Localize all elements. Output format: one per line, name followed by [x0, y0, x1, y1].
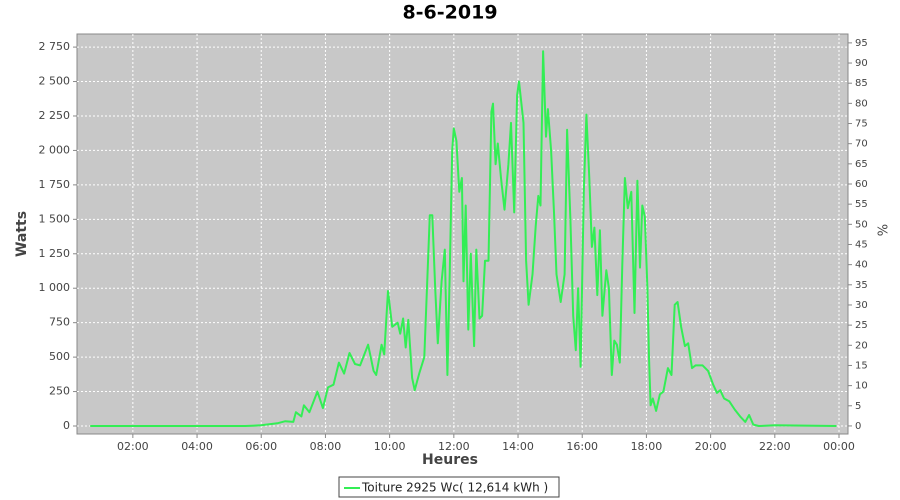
- y2-tick-label: 90: [855, 58, 868, 69]
- x-tick-label: 04:00: [181, 440, 213, 453]
- x-tick-label: 02:00: [117, 440, 149, 453]
- y2-tick-label: 10: [855, 381, 868, 392]
- y2-tick-label: 5: [855, 401, 861, 412]
- y2-tick-label: 0: [855, 421, 861, 432]
- y-tick-label: 1 500: [39, 212, 71, 225]
- y2-axis-label: %: [877, 224, 892, 236]
- y-tick-label: 2 000: [39, 143, 71, 156]
- y-tick-label: 1 000: [39, 281, 71, 294]
- y2-tick-label: 20: [855, 340, 868, 351]
- y2-tick-label: 60: [855, 179, 868, 190]
- x-tick-label: 18:00: [631, 440, 663, 453]
- y2-tick-label: 85: [855, 78, 868, 89]
- y2-tick-label: 35: [855, 280, 868, 291]
- y2-tick-label: 15: [855, 360, 868, 371]
- y2-tick-label: 25: [855, 320, 868, 331]
- x-tick-label: 22:00: [759, 440, 791, 453]
- legend: Toiture 2925 Wc( 12,614 kWh ): [338, 476, 560, 498]
- x-tick-label: 00:00: [823, 440, 855, 453]
- x-tick-label: 06:00: [245, 440, 277, 453]
- y-tick-label: 0: [63, 419, 70, 432]
- y2-tick-label: 70: [855, 139, 868, 150]
- y-tick-label: 250: [49, 385, 70, 398]
- legend-box: [338, 476, 560, 498]
- x-tick-label: 20:00: [695, 440, 727, 453]
- y-tick-label: 2 250: [39, 109, 71, 122]
- y2-tick-label: 80: [855, 98, 868, 109]
- chart-title: 8-6-2019: [402, 2, 497, 24]
- y-tick-label: 750: [49, 316, 70, 329]
- y-tick-label: 1 750: [39, 178, 71, 191]
- y2-tick-label: 45: [855, 239, 868, 250]
- y-tick-label: 1 250: [39, 247, 71, 260]
- y-tick-label: 500: [49, 350, 70, 363]
- x-tick-label: 12:00: [438, 440, 470, 453]
- legend-label: Toiture 2925 Wc( 12,614 kWh ): [361, 481, 548, 495]
- y-tick-label: 2 750: [39, 40, 71, 53]
- y-tick-label: 2 500: [39, 75, 71, 88]
- y2-tick-label: 65: [855, 159, 868, 170]
- y2-tick-label: 50: [855, 219, 868, 230]
- x-tick-label: 14:00: [502, 440, 534, 453]
- x-tick-label: 08:00: [310, 440, 342, 453]
- y2-tick-label: 30: [855, 300, 868, 311]
- y2-tick-label: 40: [855, 260, 868, 271]
- x-tick-label: 16:00: [566, 440, 598, 453]
- x-axis-label: Heures: [422, 452, 478, 468]
- series-line: [90, 50, 837, 427]
- y2-tick-label: 55: [855, 199, 868, 210]
- y-axis-label: Watts: [14, 211, 30, 257]
- x-tick-label: 10:00: [374, 440, 406, 453]
- y2-tick-label: 95: [855, 38, 868, 49]
- y2-tick-label: 75: [855, 119, 868, 130]
